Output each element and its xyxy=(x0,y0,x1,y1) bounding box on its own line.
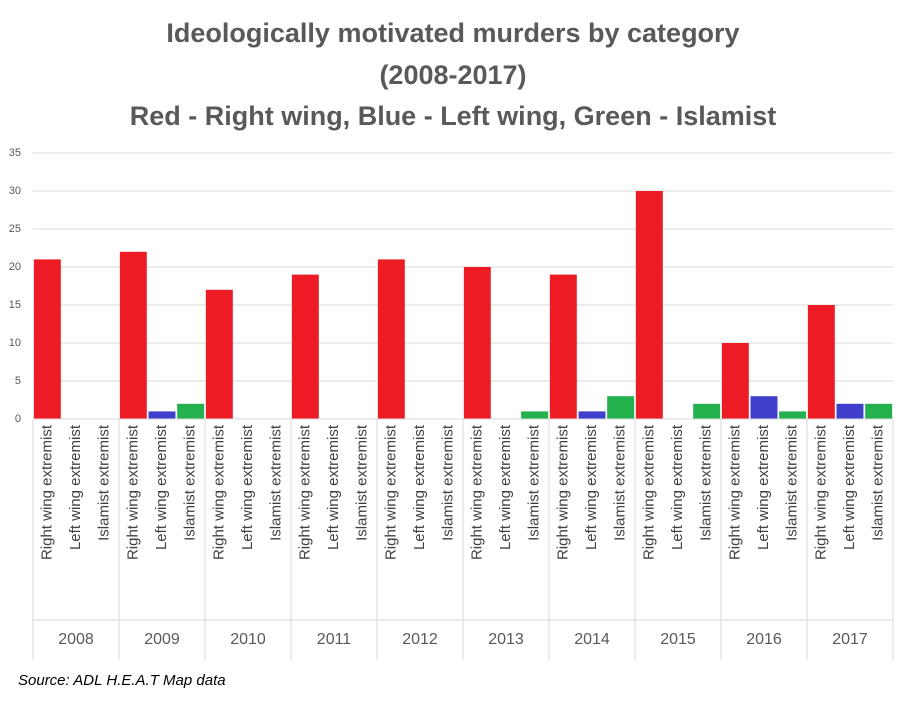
bar xyxy=(377,259,405,419)
bar xyxy=(578,411,606,419)
bar xyxy=(607,396,635,419)
x-group-label: 2009 xyxy=(144,631,180,648)
x-tick-label: Right wing extremist xyxy=(382,424,399,560)
bar xyxy=(836,403,864,419)
bar xyxy=(177,403,205,419)
chart-subtitle: Red - Right wing, Blue - Left wing, Gree… xyxy=(130,101,777,131)
x-tick-label: Islamist extremist xyxy=(96,424,113,541)
x-tick-label: Right wing extremist xyxy=(124,424,141,560)
x-tick-label: Left wing extremist xyxy=(669,424,686,550)
x-tick-label: Right wing extremist xyxy=(812,424,829,560)
y-tick-label: 35 xyxy=(9,147,21,159)
y-tick-label: 30 xyxy=(9,185,21,197)
x-tick-label: Islamist extremist xyxy=(526,424,543,541)
x-tick-label: Left wing extremist xyxy=(153,424,170,550)
x-tick-label: Right wing extremist xyxy=(468,424,485,560)
x-group-label: 2012 xyxy=(402,631,438,648)
y-tick-label: 5 xyxy=(15,375,21,387)
bar xyxy=(463,267,491,419)
bar xyxy=(635,191,663,419)
x-tick-label: Islamist extremist xyxy=(268,424,285,541)
y-tick-label: 25 xyxy=(9,223,21,235)
bar xyxy=(119,251,147,419)
bar xyxy=(779,411,807,419)
x-tick-label: Right wing extremist xyxy=(726,424,743,560)
x-tick-label: Left wing extremist xyxy=(239,424,256,550)
x-tick-label: Islamist extremist xyxy=(354,424,371,541)
x-tick-label: Left wing extremist xyxy=(497,424,514,550)
x-tick-label: Left wing extremist xyxy=(583,424,600,550)
x-group-label: 2011 xyxy=(317,631,352,648)
x-group-label: 2015 xyxy=(660,631,696,648)
bar xyxy=(33,259,61,419)
bar xyxy=(521,411,549,419)
x-tick-label: Islamist extremist xyxy=(784,424,801,541)
x-tick-label: Left wing extremist xyxy=(325,424,342,550)
x-tick-label: Left wing extremist xyxy=(755,424,772,550)
x-tick-label: Islamist extremist xyxy=(440,424,457,541)
x-group-label: 2008 xyxy=(58,631,94,648)
source-note: Source: ADL H.E.A.T Map data xyxy=(18,672,226,689)
bar xyxy=(148,411,176,419)
x-group-label: 2013 xyxy=(488,631,524,648)
bar xyxy=(807,305,835,419)
x-tick-label: Islamist extremist xyxy=(612,424,629,541)
y-tick-label: 15 xyxy=(9,299,21,311)
x-tick-label: Left wing extremist xyxy=(411,424,428,550)
x-tick-label: Right wing extremist xyxy=(640,424,657,560)
bar xyxy=(205,289,233,419)
bar xyxy=(291,274,319,419)
x-tick-label: Right wing extremist xyxy=(554,424,571,560)
bar xyxy=(549,274,577,419)
x-group-label: 2016 xyxy=(746,631,782,648)
x-tick-label: Right wing extremist xyxy=(38,424,55,560)
x-tick-label: Islamist extremist xyxy=(182,424,199,541)
x-group-label: 2017 xyxy=(832,631,868,648)
bar xyxy=(865,403,893,419)
chart-title: Ideologically motivated murders by categ… xyxy=(166,18,739,48)
bar xyxy=(693,403,721,419)
bar xyxy=(721,343,749,419)
y-tick-label: 0 xyxy=(15,413,21,425)
x-tick-label: Right wing extremist xyxy=(296,424,313,560)
x-tick-label: Left wing extremist xyxy=(67,424,84,550)
x-tick-label: Islamist extremist xyxy=(698,424,715,541)
y-tick-label: 20 xyxy=(9,261,21,273)
y-tick-label: 10 xyxy=(9,337,21,349)
x-tick-label: Right wing extremist xyxy=(210,424,227,560)
x-group-label: 2014 xyxy=(574,631,610,648)
bar xyxy=(750,396,778,419)
x-tick-label: Left wing extremist xyxy=(841,424,858,550)
x-tick-label: Islamist extremist xyxy=(870,424,887,541)
x-group-label: 2010 xyxy=(230,631,266,648)
chart-title: (2008-2017) xyxy=(379,60,526,90)
